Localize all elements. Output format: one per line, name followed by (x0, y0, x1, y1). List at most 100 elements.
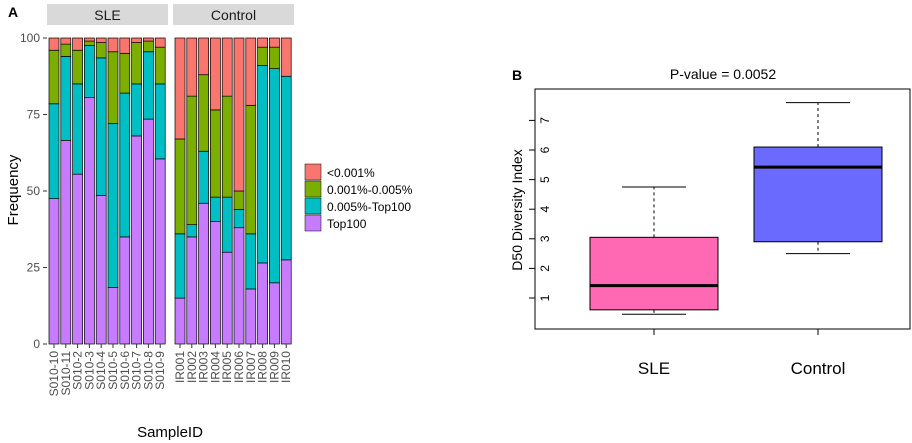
bar-segment (174, 138, 186, 235)
bar-segment (186, 37, 198, 97)
bar-segment (186, 224, 198, 238)
bar-segment (269, 46, 280, 69)
bar-segment (131, 37, 142, 43)
bar-segment (245, 233, 257, 290)
bar-segment (269, 282, 280, 345)
panel-a-xtick-label: S010-6 (118, 351, 132, 390)
bar-segment (233, 209, 245, 229)
bar-segment (174, 297, 186, 345)
bar-segment (60, 56, 72, 141)
panel-b-ytick-label: 6 (538, 146, 552, 153)
legend-swatch-lt0001 (304, 163, 322, 181)
panel-a-ytick-label: 50 (27, 184, 41, 198)
panel-b-y-axis-label: D50 Diversity Index (509, 149, 525, 270)
panel-a-y-ticks: 0 25 50 75 100 (20, 31, 47, 351)
panel-b-boxes (589, 102, 883, 315)
legend-label-top100: Top100 (327, 217, 367, 231)
panel-a-xtick-label: S010-7 (130, 351, 144, 390)
bar-segment (174, 233, 186, 299)
legend-swatch-top100 (304, 214, 322, 232)
panel-a-xtick-label: IR009 (267, 351, 281, 383)
bar-segment (143, 51, 154, 120)
panel-a-bars-sle (48, 37, 166, 345)
bar-segment (119, 92, 131, 238)
bar-segment (95, 42, 107, 59)
bar-segment (221, 196, 233, 253)
bar-segment (84, 37, 95, 42)
panel-a-y-axis-label: Frequency (5, 154, 22, 225)
bar-segment (131, 135, 142, 345)
bar-segment (257, 65, 268, 264)
facet-strip-sle (47, 4, 168, 25)
bar-segment (280, 37, 292, 77)
bar-segment (143, 118, 154, 345)
bar-segment (269, 68, 280, 284)
bar-segment (233, 190, 245, 210)
panel-a-ytick-label: 75 (27, 108, 41, 122)
panel-b-title: P-value = 0.0052 (670, 66, 776, 82)
panel-b-ytick-label: 1 (538, 294, 552, 301)
panel-a-legend: <0.001% 0.001%-0.005% 0.005%-Top100 Top1… (304, 163, 413, 232)
bar-segment (60, 140, 72, 345)
bar-segment (280, 75, 292, 261)
legend-swatch-0001-0005 (304, 180, 322, 198)
bar-segment (198, 74, 209, 152)
panel-a-xtick-label: IR005 (220, 351, 234, 383)
bar-segment (154, 46, 166, 85)
panel-b-xtick-label-sle: SLE (638, 359, 670, 378)
bar-segment (95, 37, 107, 43)
bar-segment (72, 49, 83, 85)
panel-a-xtick-label: IR007 (244, 351, 258, 383)
bar-segment (131, 42, 142, 85)
bar-segment (174, 37, 186, 140)
bar-segment (84, 97, 95, 345)
bar-segment (233, 227, 245, 345)
bar-segment (154, 83, 166, 160)
bar-segment (257, 262, 268, 345)
bar-segment (221, 37, 233, 97)
panel-a-ytick-label: 0 (33, 337, 40, 351)
bar-segment (60, 37, 72, 45)
bar-segment (48, 103, 60, 200)
bar-segment (95, 195, 107, 345)
panel-b-ytick-label: 5 (538, 176, 552, 183)
panel-b-ytick-label: 4 (538, 206, 552, 213)
panel-a-xtick-label: IR010 (279, 351, 293, 383)
legend-swatch-0005-top100 (304, 197, 322, 215)
bar-segment (48, 198, 60, 345)
bar-segment (154, 37, 166, 48)
panel-b-ytick-label: 3 (538, 235, 552, 242)
bar-segment (221, 95, 233, 198)
panel-a-x-axis-label: SampleID (137, 424, 203, 441)
panel-a-xtick-label: S010-3 (82, 351, 96, 390)
bar-segment (210, 109, 221, 198)
panel-b-xtick-label-control: Control (791, 359, 846, 378)
legend-label-0001-0005: 0.001%-0.005% (327, 183, 413, 197)
bar-segment (95, 57, 107, 196)
bar-segment (269, 37, 280, 48)
facet-strip-control (173, 4, 294, 25)
facet-label-sle: SLE (94, 7, 120, 23)
panel-a-ytick-label: 100 (20, 31, 40, 45)
bar-segment (48, 37, 60, 51)
bar-segment (119, 236, 131, 345)
panel-a-x-ticks: S010-10S010-11S010-2S010-3S010-4S010-5S0… (47, 344, 293, 396)
panel-a-label: A (8, 4, 18, 20)
panel-a-xtick-label: S010-9 (153, 351, 167, 390)
panel-a-xtick-label: IR003 (197, 351, 211, 383)
bar-segment (119, 37, 131, 54)
bar-segment (84, 40, 95, 47)
bar-segment (72, 37, 83, 51)
panel-b-ytick-label: 2 (538, 265, 552, 272)
bar-segment (84, 45, 95, 99)
bar-segment (257, 37, 268, 48)
bar-segment (72, 173, 83, 345)
panel-b: B P-value = 0.0052 D50 Diversity Index 1… (509, 66, 911, 378)
panel-b-label: B (512, 67, 522, 83)
box-iqr (589, 236, 719, 311)
panel-a: A SLE Control Frequency 0 25 50 75 100 S010-… (5, 4, 413, 441)
bar-segment (186, 236, 198, 345)
facet-label-control: Control (211, 7, 256, 23)
bar-segment (72, 83, 83, 175)
